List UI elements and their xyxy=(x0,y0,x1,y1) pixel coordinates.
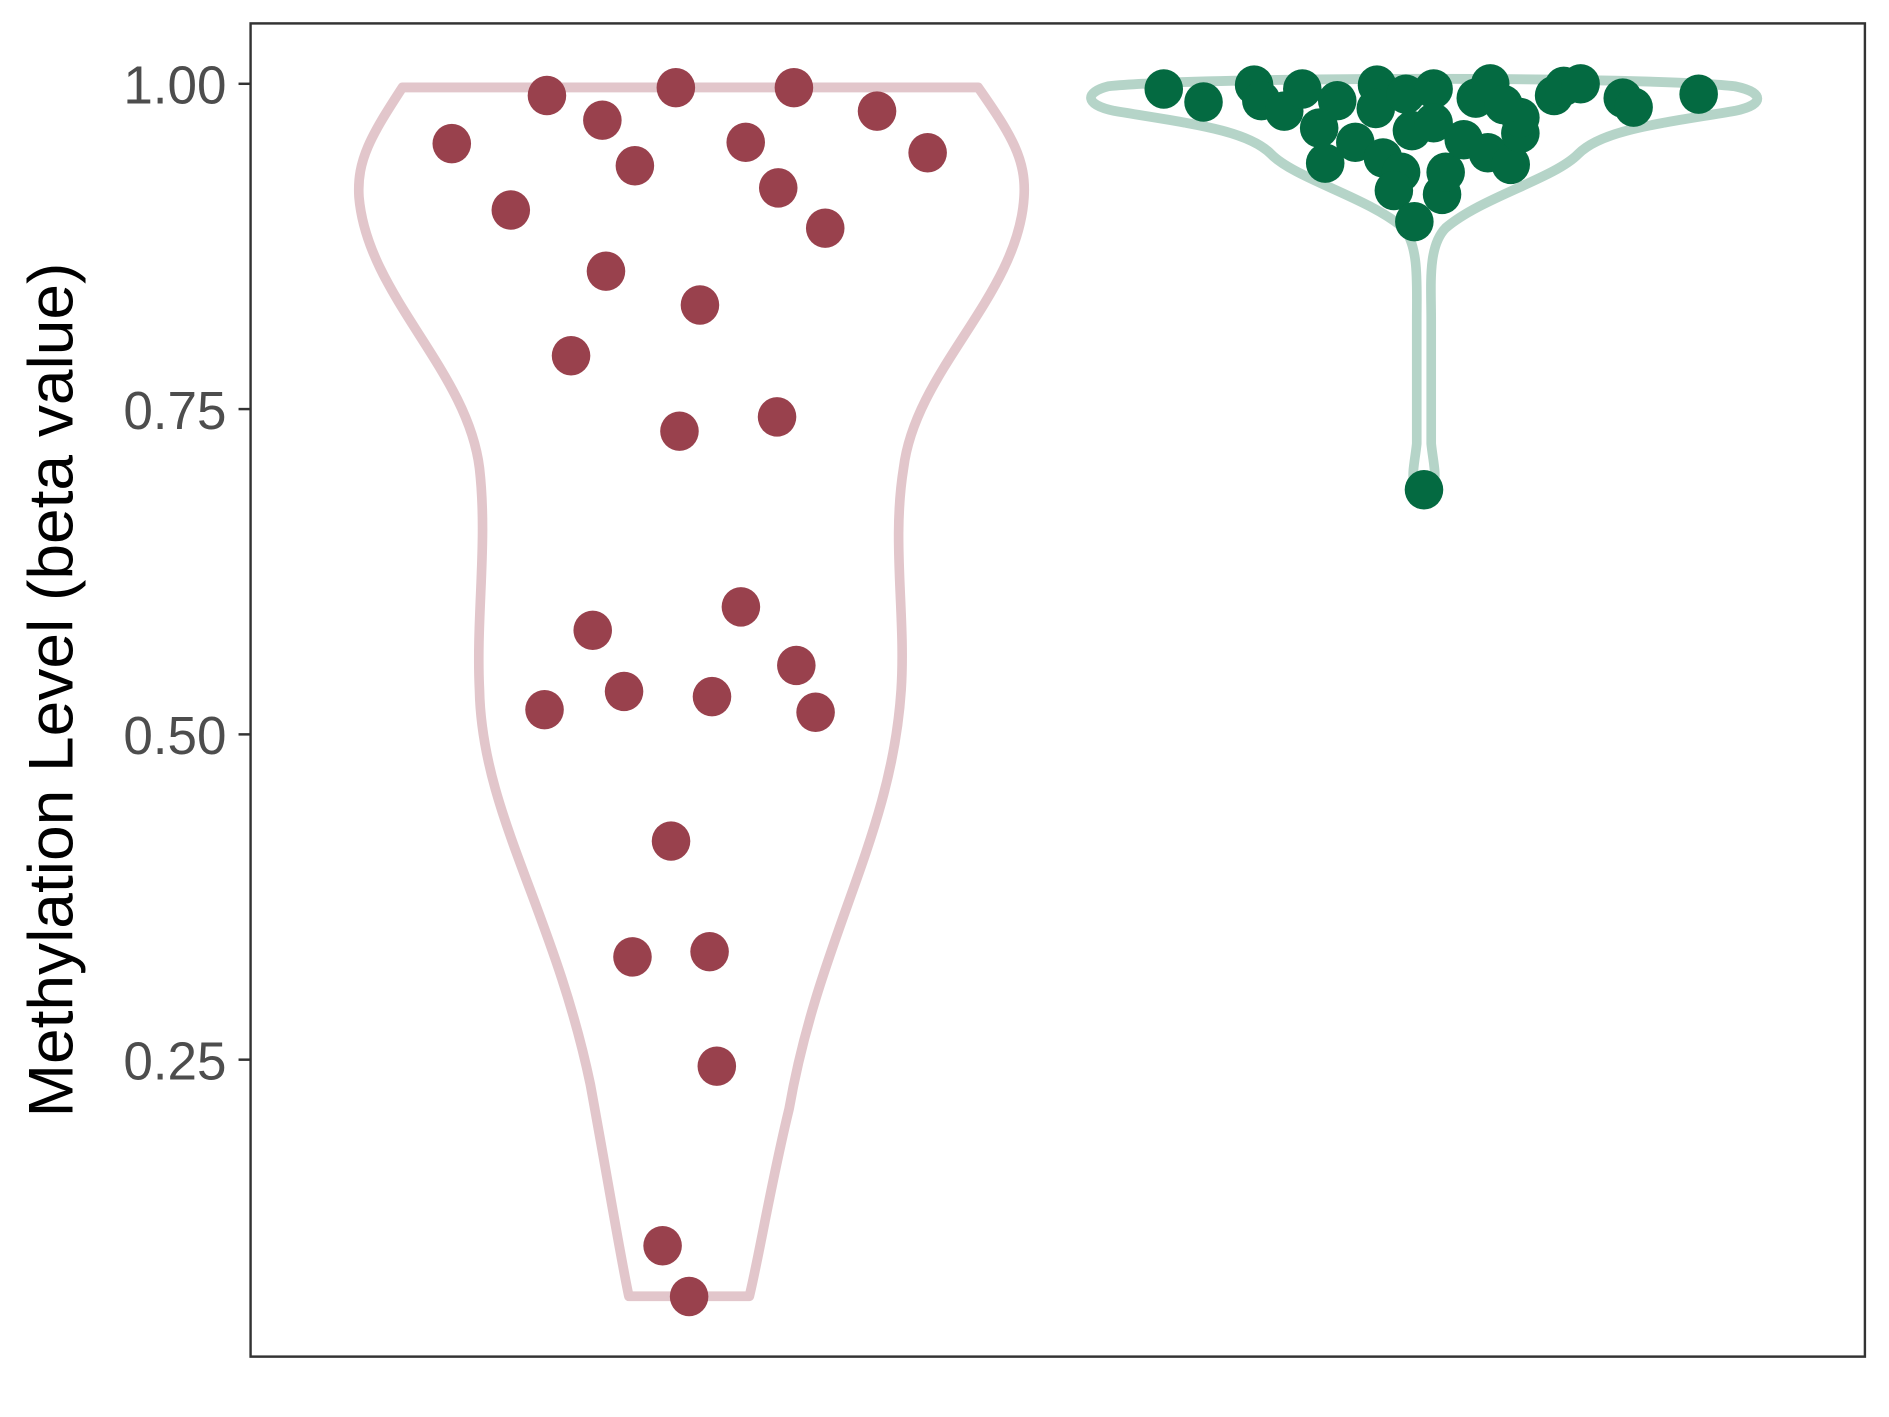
data-point-group-1 xyxy=(774,67,814,108)
data-point-group-1 xyxy=(697,1046,737,1086)
data-point-group-1 xyxy=(643,1226,682,1266)
data-point-group-1 xyxy=(604,671,644,712)
data-point-group-1 xyxy=(525,689,564,730)
y-tick-label: 1.00 xyxy=(123,55,226,116)
data-point-group-1 xyxy=(857,91,897,131)
data-point-group-2 xyxy=(1426,152,1465,192)
data-point-group-2 xyxy=(1491,144,1530,185)
points-layer xyxy=(432,64,1718,1317)
data-point-group-1 xyxy=(613,937,652,977)
data-point-group-1 xyxy=(721,587,761,627)
y-tick-label: 0.25 xyxy=(123,1031,226,1092)
plot-panel xyxy=(249,22,1867,1358)
data-point-group-2 xyxy=(1374,170,1414,211)
data-point-group-2 xyxy=(1144,69,1184,109)
data-point-group-1 xyxy=(796,692,835,732)
y-axis-label: Methylation Level (beta value) xyxy=(17,263,86,1118)
data-point-group-1 xyxy=(432,123,472,164)
data-point-group-2 xyxy=(1614,87,1653,127)
data-point-group-2 xyxy=(1484,84,1523,125)
data-point-group-1 xyxy=(777,645,816,686)
data-point-group-2 xyxy=(1561,64,1600,104)
data-point-group-1 xyxy=(660,411,699,451)
data-point-group-2 xyxy=(1404,470,1444,510)
data-point-group-1 xyxy=(680,285,720,325)
data-point-group-1 xyxy=(586,251,626,291)
data-point-group-1 xyxy=(908,133,947,173)
data-point-group-1 xyxy=(583,100,622,140)
data-point-group-2 xyxy=(1395,201,1434,242)
data-point-group-1 xyxy=(692,676,732,717)
data-point-group-1 xyxy=(757,397,797,437)
violin-group-2 xyxy=(1086,73,1762,498)
data-point-group-1 xyxy=(805,208,845,248)
y-axis: 1.00 0.75 0.50 0.25 xyxy=(123,55,251,1092)
data-point-group-2 xyxy=(1184,82,1223,122)
data-point-group-2 xyxy=(1414,69,1453,109)
data-point-group-1 xyxy=(527,75,567,116)
data-point-group-2 xyxy=(1414,103,1453,143)
data-point-group-2 xyxy=(1356,88,1396,129)
data-point-group-1 xyxy=(726,122,765,163)
data-point-group-1 xyxy=(573,610,612,650)
y-tick-label: 0.50 xyxy=(123,706,226,767)
data-point-group-1 xyxy=(615,146,655,186)
data-point-group-2 xyxy=(1299,108,1339,148)
data-point-group-2 xyxy=(1283,69,1322,109)
data-point-group-1 xyxy=(656,67,696,108)
data-point-group-1 xyxy=(690,931,729,972)
data-point-group-2 xyxy=(1679,74,1718,114)
violin-group-1 xyxy=(353,82,1030,1302)
data-point-group-1 xyxy=(491,190,531,230)
data-point-group-1 xyxy=(669,1276,709,1317)
data-point-group-2 xyxy=(1305,143,1345,183)
y-tick-label: 0.75 xyxy=(123,380,226,441)
data-point-group-1 xyxy=(651,821,691,861)
data-point-group-1 xyxy=(758,168,798,208)
data-point-group-1 xyxy=(551,336,591,376)
